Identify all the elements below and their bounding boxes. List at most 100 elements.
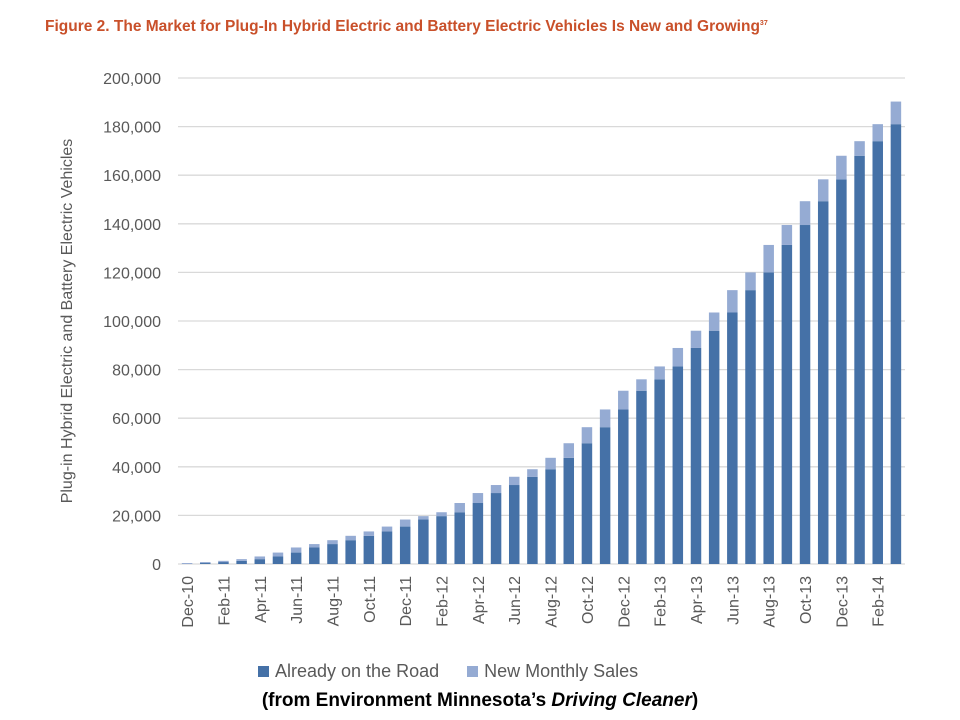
bar-already-on-road bbox=[363, 535, 375, 564]
bar-new-monthly-sales bbox=[563, 443, 575, 458]
bar-new-monthly-sales bbox=[599, 409, 611, 428]
bar-new-monthly-sales bbox=[799, 201, 811, 226]
bar-already-on-road bbox=[454, 512, 465, 564]
x-tick-label: Apr-11 bbox=[253, 576, 270, 623]
bar-already-on-road bbox=[890, 124, 902, 565]
legend-item-new: New Monthly Sales bbox=[467, 661, 638, 682]
bar-new-monthly-sales bbox=[527, 469, 538, 477]
bar-new-monthly-sales bbox=[508, 476, 520, 486]
title-text: Figure 2. The Market for Plug-In Hybrid … bbox=[45, 18, 760, 35]
bar-new-monthly-sales bbox=[345, 535, 356, 541]
bar-new-monthly-sales bbox=[636, 379, 647, 391]
bar-already-on-road bbox=[254, 559, 266, 564]
x-tick-label: Jun-13 bbox=[725, 576, 742, 625]
caption-suffix: ) bbox=[691, 690, 699, 711]
y-tick-label: 200,000 bbox=[103, 71, 161, 88]
x-tick-label: Dec-10 bbox=[180, 576, 197, 628]
bar-already-on-road bbox=[708, 330, 720, 564]
bar-already-on-road bbox=[690, 347, 702, 564]
bar-already-on-road bbox=[345, 540, 356, 564]
x-tick-label: Dec-12 bbox=[616, 576, 633, 628]
legend-swatch-already bbox=[258, 666, 269, 677]
legend-label-already: Already on the Road bbox=[275, 661, 440, 681]
bar-already-on-road bbox=[418, 519, 429, 564]
bar-already-on-road bbox=[563, 457, 575, 564]
x-tick-label: Feb-11 bbox=[216, 576, 233, 626]
bar-already-on-road bbox=[745, 290, 756, 564]
bar-already-on-road bbox=[399, 526, 411, 564]
bar-new-monthly-sales bbox=[290, 547, 302, 553]
x-tick-label: Oct-11 bbox=[362, 576, 379, 623]
bar-new-monthly-sales bbox=[690, 330, 702, 348]
bar-already-on-road bbox=[599, 427, 611, 564]
bar-already-on-road bbox=[654, 379, 665, 564]
bar-new-monthly-sales bbox=[181, 563, 193, 564]
bar-already-on-road bbox=[236, 560, 247, 564]
legend-label-new: New Monthly Sales bbox=[484, 661, 639, 681]
bar-already-on-road bbox=[272, 556, 284, 564]
y-tick-label: 40,000 bbox=[112, 460, 161, 477]
bar-new-monthly-sales bbox=[854, 141, 865, 156]
bar-already-on-road bbox=[381, 531, 393, 564]
bar-already-on-road bbox=[327, 544, 338, 564]
bar-new-monthly-sales bbox=[890, 101, 902, 125]
bar-already-on-road bbox=[472, 503, 484, 564]
bar-new-monthly-sales bbox=[309, 544, 320, 548]
bar-already-on-road bbox=[581, 443, 593, 564]
legend: Already on the Road New Monthly Sales bbox=[258, 661, 638, 682]
x-tick-label: Aug-13 bbox=[762, 576, 779, 628]
bar-new-monthly-sales bbox=[200, 562, 211, 564]
x-tick-label: Dec-11 bbox=[398, 576, 415, 626]
y-tick-label: 80,000 bbox=[112, 363, 161, 380]
bar-new-monthly-sales bbox=[490, 485, 502, 494]
y-tick-label: 140,000 bbox=[103, 217, 161, 234]
x-tick-label: Feb-14 bbox=[871, 576, 888, 627]
bar-new-monthly-sales bbox=[545, 457, 556, 470]
bar-new-monthly-sales bbox=[781, 225, 793, 245]
source-caption: (from Environment Minnesota’s Driving Cl… bbox=[0, 690, 960, 712]
caption-title: Driving Cleaner bbox=[551, 690, 692, 711]
bar-new-monthly-sales bbox=[381, 526, 393, 532]
y-tick-label: 180,000 bbox=[103, 120, 161, 137]
bar-new-monthly-sales bbox=[763, 244, 774, 273]
bar-already-on-road bbox=[781, 244, 793, 565]
bar-already-on-road bbox=[817, 201, 829, 565]
bar-already-on-road bbox=[490, 493, 502, 564]
caption-prefix: (from Environment Minnesota’s bbox=[261, 690, 552, 711]
bar-new-monthly-sales bbox=[363, 531, 375, 536]
legend-item-already: Already on the Road bbox=[258, 661, 439, 682]
x-tick-label: Oct-12 bbox=[580, 576, 597, 624]
y-tick-label: 60,000 bbox=[112, 411, 161, 428]
bar-already-on-road bbox=[618, 409, 629, 564]
bar-already-on-road bbox=[672, 366, 684, 564]
x-tick-label: Jun-12 bbox=[507, 576, 524, 625]
bar-already-on-road bbox=[836, 179, 847, 564]
bar-new-monthly-sales bbox=[817, 179, 829, 202]
bar-new-monthly-sales bbox=[581, 427, 593, 444]
bar-new-monthly-sales bbox=[218, 560, 229, 563]
bar-new-monthly-sales bbox=[672, 347, 684, 367]
x-tick-label: Feb-13 bbox=[653, 576, 670, 627]
bar-new-monthly-sales bbox=[272, 552, 284, 557]
y-tick-label: 160,000 bbox=[103, 168, 161, 185]
bar-new-monthly-sales bbox=[745, 272, 756, 291]
bar-new-monthly-sales bbox=[454, 503, 465, 513]
bar-new-monthly-sales bbox=[727, 290, 738, 313]
y-tick-label: 0 bbox=[152, 557, 161, 574]
bar-already-on-road bbox=[218, 562, 229, 564]
bar-already-on-road bbox=[309, 547, 320, 564]
x-tick-label: Dec-13 bbox=[834, 576, 851, 628]
bar-already-on-road bbox=[727, 312, 738, 564]
bar-already-on-road bbox=[872, 141, 883, 564]
bar-already-on-road bbox=[545, 469, 556, 564]
bar-already-on-road bbox=[200, 563, 211, 564]
bar-already-on-road bbox=[763, 272, 774, 564]
bar-already-on-road bbox=[436, 516, 447, 564]
bar-new-monthly-sales bbox=[436, 512, 447, 517]
x-tick-label: Aug-12 bbox=[544, 576, 561, 628]
bar-already-on-road bbox=[854, 155, 865, 564]
x-tick-label: Aug-11 bbox=[325, 576, 342, 627]
bar-new-monthly-sales bbox=[618, 390, 629, 410]
bar-new-monthly-sales bbox=[236, 559, 247, 561]
